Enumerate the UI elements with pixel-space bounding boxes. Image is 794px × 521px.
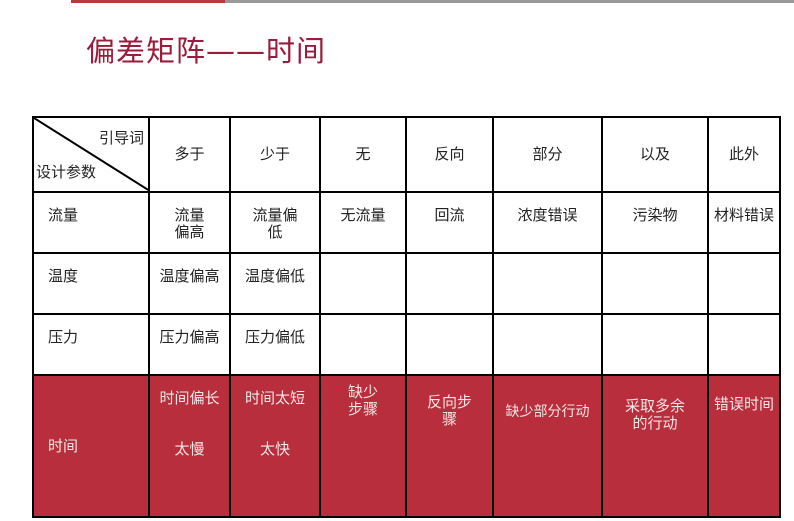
table-cell [492,313,603,376]
table-cell: 时间偏长 太慢 [148,374,231,518]
header-cell: 多于 [148,116,231,193]
table-cell: 材料错误 [707,191,781,254]
table-row-highlighted: 时间 时间偏长太慢 时间太短太快 缺少 步骤 反向步 骤 缺少部分行动 采取多余… [32,374,781,518]
cell-text: 时间偏长 [159,389,220,407]
table-cell: 采取多余 的行动 [601,374,709,518]
table-cell: 污染物 [601,191,709,254]
table-cell [405,313,494,376]
table-row: 压力 压力偏高 压力偏低 [32,313,781,376]
corner-cell: 引导词 设计参数 [32,116,150,193]
design-param-label: 设计参数 [36,163,97,181]
header-cell: 少于 [229,116,321,193]
table-cell: 错误时间 [707,374,781,518]
table-cell: 压力偏高 [148,313,231,376]
table-cell: 温度偏低 [229,252,321,315]
header-cell: 此外 [707,116,781,193]
table-cell: 浓度错误 [492,191,603,254]
header-cell: 部分 [492,116,603,193]
header-row: 引导词 设计参数 多于 少于 无 反向 部分 以及 此外 [32,116,781,193]
table-cell [707,252,781,315]
table-cell: 流量偏 低 [229,191,321,254]
header-cell: 反向 [405,116,494,193]
table-cell [319,313,407,376]
table-cell [601,313,709,376]
param-cell: 温度 [32,252,150,315]
table-cell: 压力偏低 [229,313,321,376]
page-title: 偏差矩阵——时间 [86,34,327,68]
table-cell [707,313,781,376]
cell-text: 时间太短 [244,389,305,407]
table-cell [492,252,603,315]
table-cell: 缺少 步骤 [319,374,407,518]
cell-text-extra: 太慢 [174,440,205,458]
table-row: 温度 温度偏高 温度偏低 [32,252,781,315]
table-cell: 流量 偏高 [148,191,231,254]
param-cell: 流量 [32,191,150,254]
table-cell: 反向步 骤 [405,374,494,518]
param-cell: 压力 [32,313,150,376]
table-cell: 无流量 [319,191,407,254]
cell-text-extra: 太快 [259,440,290,458]
param-cell: 时间 [32,374,150,518]
table-cell: 缺少部分行动 [492,374,603,518]
table-cell [319,252,407,315]
header-cell: 无 [319,116,407,193]
header-cell: 以及 [601,116,709,193]
table-cell: 时间太短 太快 [229,374,321,518]
table-row: 流量 流量 偏高 流量偏 低 无流量 回流 浓度错误 污染物 材料错误 [32,191,781,254]
guide-word-label: 引导词 [98,129,144,147]
table-cell: 温度偏高 [148,252,231,315]
table-cell: 回流 [405,191,494,254]
table-cell [601,252,709,315]
table-cell [405,252,494,315]
deviation-matrix-table: 引导词 设计参数 多于 少于 无 反向 部分 以及 此外 流量 流量 偏高 流量… [32,116,781,518]
top-accent-bar [71,0,794,3]
